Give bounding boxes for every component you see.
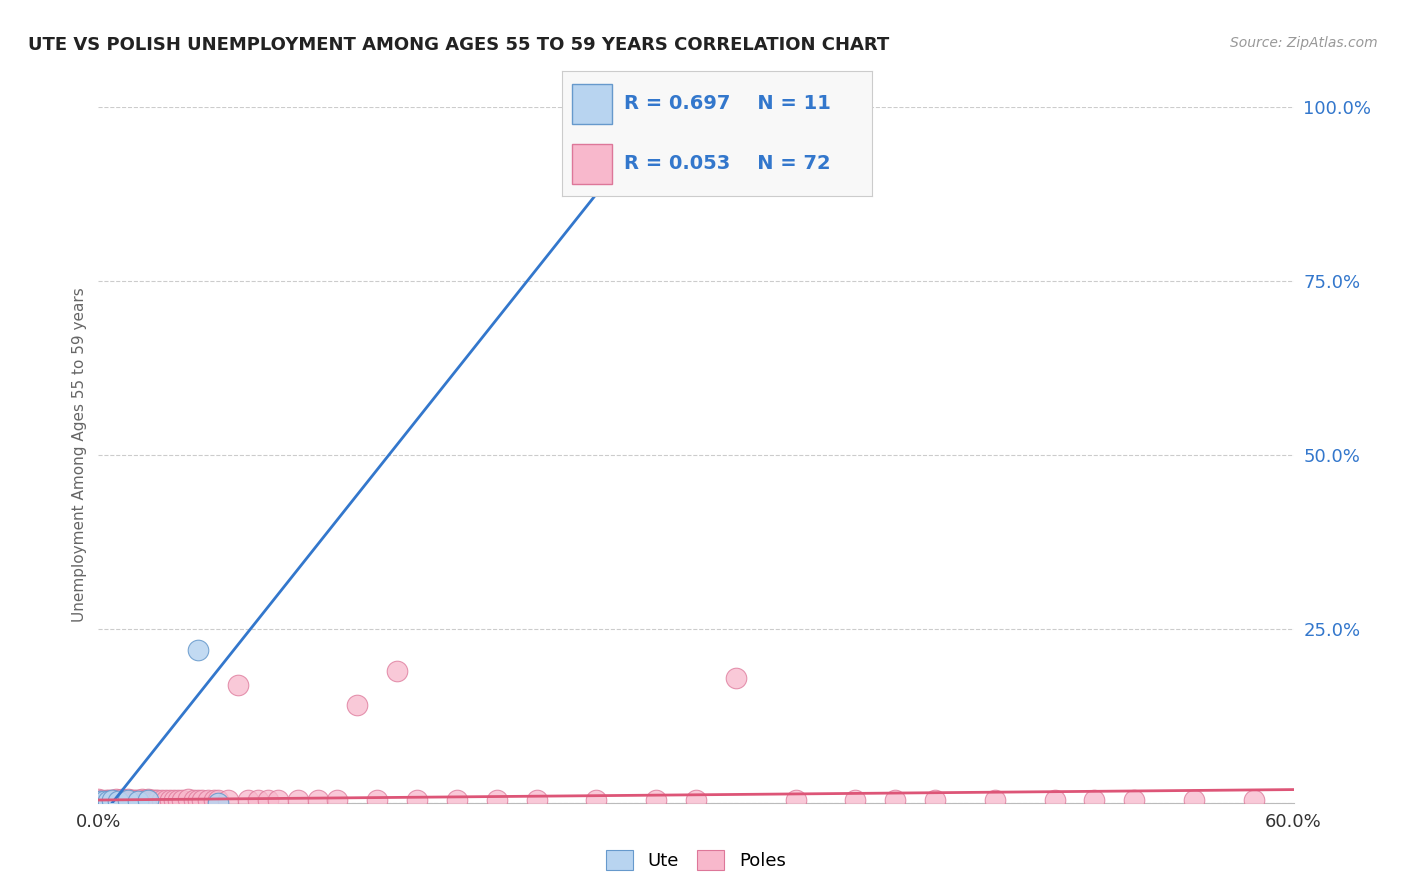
- Point: [197, 793, 219, 807]
- Point: [101, 793, 124, 807]
- Point: [98, 793, 122, 807]
- Point: [101, 793, 124, 807]
- Point: [145, 793, 167, 807]
- Point: [121, 793, 143, 807]
- Point: [107, 793, 129, 807]
- Point: [385, 664, 409, 678]
- Point: [785, 793, 807, 807]
- Point: [105, 792, 128, 806]
- Point: [246, 793, 269, 807]
- Point: [117, 793, 139, 807]
- Point: [645, 793, 668, 807]
- Point: [167, 793, 190, 807]
- Point: [406, 793, 429, 807]
- Bar: [572, 144, 612, 184]
- Point: [150, 793, 173, 807]
- Point: [207, 793, 229, 807]
- Point: [1123, 793, 1146, 807]
- Point: [136, 793, 159, 807]
- Point: [585, 793, 607, 807]
- Point: [127, 794, 149, 808]
- Point: [107, 794, 129, 808]
- Legend: Ute, Poles: Ute, Poles: [599, 843, 793, 877]
- Point: [110, 793, 132, 807]
- Point: [135, 793, 157, 807]
- Point: [131, 792, 153, 806]
- Point: [96, 793, 118, 807]
- Point: [202, 793, 225, 807]
- Point: [136, 792, 159, 806]
- Point: [117, 792, 139, 806]
- Point: [159, 793, 181, 807]
- Point: [91, 793, 114, 807]
- Point: [172, 793, 194, 807]
- Point: [139, 793, 162, 807]
- Point: [89, 794, 111, 808]
- Point: [141, 793, 163, 807]
- Point: [1083, 793, 1105, 807]
- Point: [884, 793, 907, 807]
- Point: [226, 677, 249, 691]
- Point: [685, 793, 707, 807]
- Point: [191, 793, 214, 807]
- Point: [103, 793, 125, 807]
- Point: [124, 793, 146, 807]
- Y-axis label: Unemployment Among Ages 55 to 59 years: Unemployment Among Ages 55 to 59 years: [72, 287, 87, 623]
- Point: [366, 793, 388, 807]
- Point: [97, 794, 120, 808]
- Point: [148, 793, 170, 807]
- Point: [163, 793, 186, 807]
- Text: R = 0.697    N = 11: R = 0.697 N = 11: [624, 95, 831, 113]
- Point: [485, 793, 508, 807]
- Point: [87, 792, 110, 806]
- Point: [112, 793, 135, 807]
- Point: [207, 796, 229, 810]
- Point: [844, 793, 866, 807]
- Point: [183, 793, 205, 807]
- Point: [97, 793, 120, 807]
- Point: [129, 793, 152, 807]
- Point: [120, 793, 142, 807]
- Point: [287, 793, 309, 807]
- Point: [1182, 793, 1205, 807]
- Point: [1243, 793, 1265, 807]
- Text: UTE VS POLISH UNEMPLOYMENT AMONG AGES 55 TO 59 YEARS CORRELATION CHART: UTE VS POLISH UNEMPLOYMENT AMONG AGES 55…: [28, 36, 890, 54]
- Point: [134, 793, 156, 807]
- Point: [187, 793, 209, 807]
- Point: [155, 793, 177, 807]
- Point: [924, 793, 946, 807]
- Point: [307, 793, 329, 807]
- Point: [115, 793, 138, 807]
- Text: R = 0.053    N = 72: R = 0.053 N = 72: [624, 154, 831, 173]
- Point: [326, 793, 349, 807]
- Point: [267, 793, 290, 807]
- Point: [346, 698, 368, 713]
- Point: [256, 793, 278, 807]
- Point: [217, 793, 239, 807]
- Point: [236, 793, 259, 807]
- Point: [127, 793, 149, 807]
- Point: [187, 642, 209, 657]
- Point: [624, 135, 647, 149]
- Point: [111, 792, 134, 806]
- Point: [983, 793, 1005, 807]
- Point: [125, 793, 148, 807]
- Point: [177, 792, 200, 806]
- Point: [526, 793, 548, 807]
- Point: [446, 793, 468, 807]
- Point: [143, 793, 166, 807]
- Text: Source: ZipAtlas.com: Source: ZipAtlas.com: [1230, 36, 1378, 50]
- Point: [93, 794, 115, 808]
- Bar: [572, 84, 612, 124]
- Point: [724, 671, 747, 685]
- Point: [1043, 793, 1066, 807]
